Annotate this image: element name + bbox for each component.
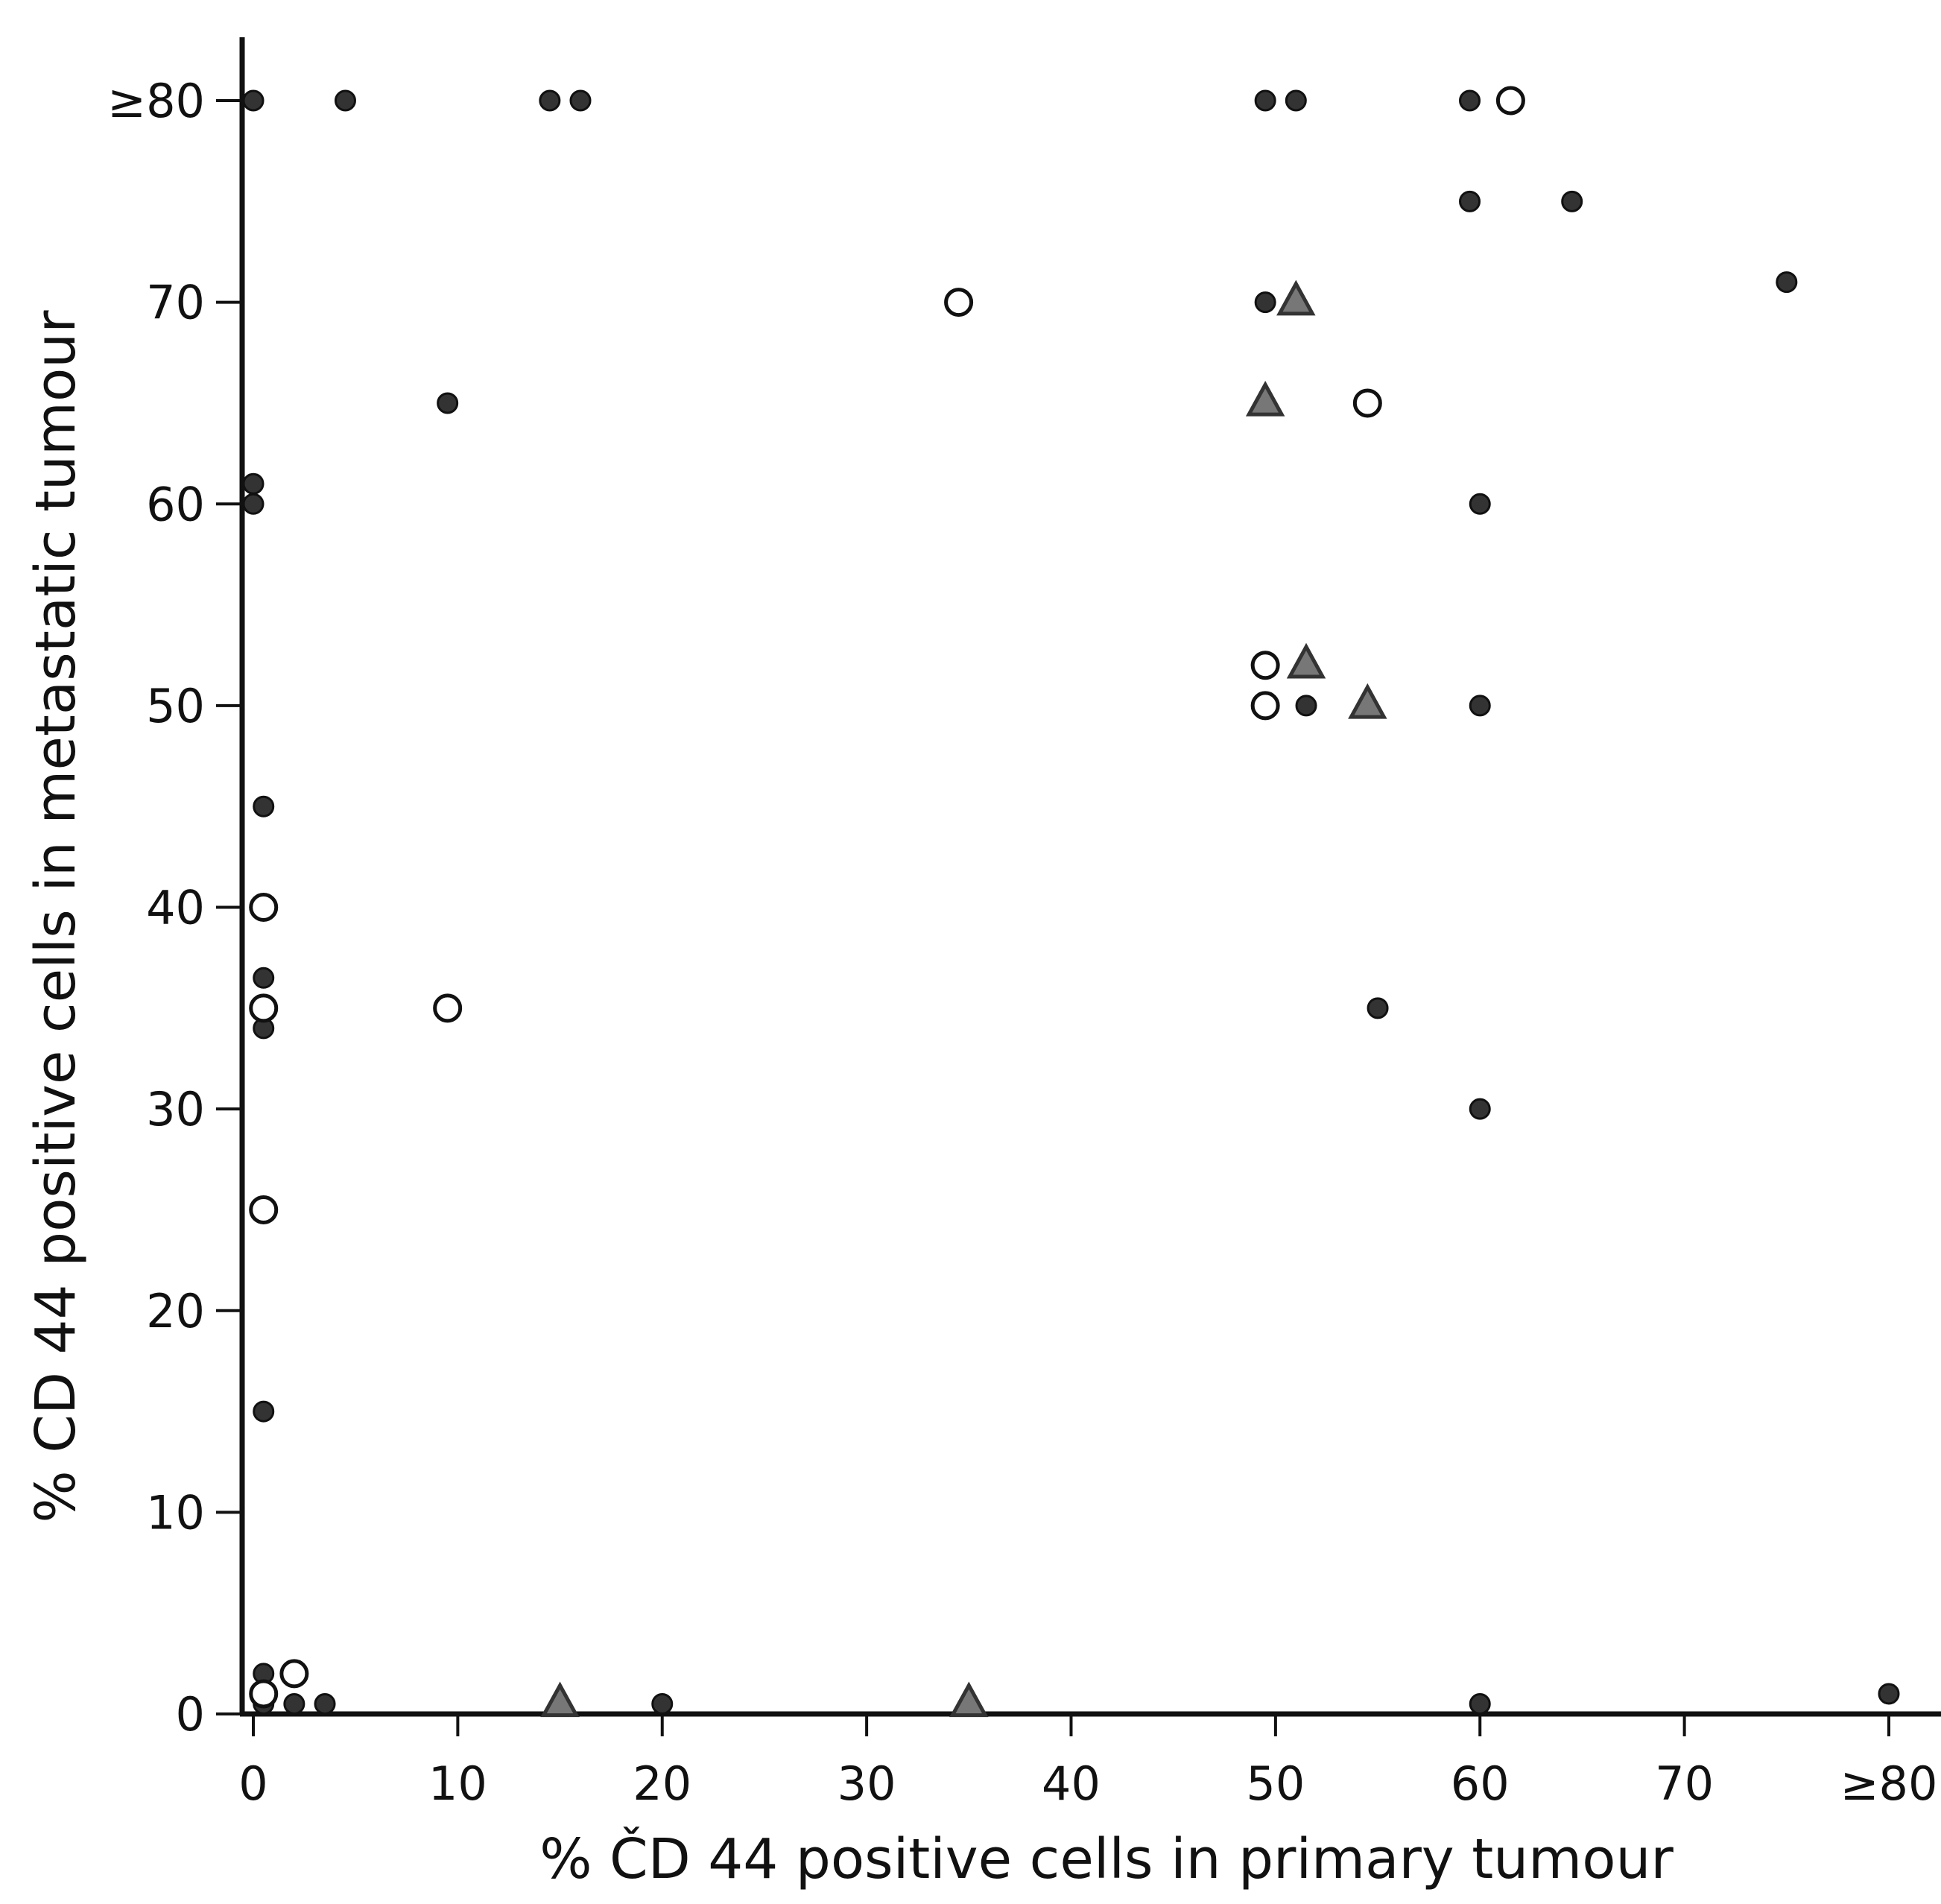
- x-tick-label: 70: [1655, 1756, 1714, 1811]
- point-filled-circle: [651, 1692, 674, 1715]
- point-open-circle: [249, 993, 279, 1023]
- y-tick-label: 70: [146, 276, 205, 330]
- point-triangle: [1348, 683, 1387, 719]
- point-filled-circle: [242, 493, 265, 515]
- point-open-circle: [1250, 691, 1280, 721]
- point-triangle: [949, 1681, 989, 1718]
- point-filled-circle: [1254, 89, 1276, 112]
- point-filled-circle: [1367, 997, 1389, 1019]
- point-open-circle: [1495, 86, 1525, 116]
- y-axis-title: % CD 44 positive cells in metastatic tum…: [24, 310, 88, 1523]
- point-filled-circle: [1469, 1098, 1491, 1120]
- point-triangle: [540, 1681, 580, 1718]
- point-filled-circle: [1459, 89, 1481, 112]
- y-tick-label: 50: [146, 679, 205, 733]
- x-tick-label: 20: [633, 1756, 691, 1811]
- point-filled-circle: [314, 1692, 336, 1715]
- x-tick-label: 40: [1042, 1756, 1101, 1811]
- point-open-circle: [944, 288, 974, 317]
- point-open-circle: [1352, 388, 1382, 418]
- x-tick-label: ≥80: [1840, 1756, 1938, 1811]
- point-filled-circle: [1878, 1683, 1900, 1705]
- y-tick-label: 30: [146, 1082, 205, 1136]
- x-tick-label: 10: [428, 1756, 487, 1811]
- y-tick-label: 40: [146, 881, 205, 935]
- y-axis-ticks: 0 10 20 30 40 50 60 70 ≥80: [107, 74, 242, 1742]
- data-points: [242, 86, 1900, 1718]
- point-open-circle: [249, 1679, 279, 1709]
- point-triangle: [1276, 279, 1316, 316]
- point-filled-circle: [334, 89, 356, 112]
- point-filled-circle: [1295, 695, 1317, 717]
- point-filled-circle: [1469, 493, 1491, 515]
- point-filled-circle: [1254, 291, 1276, 314]
- x-tick-label: 60: [1451, 1756, 1510, 1811]
- point-filled-circle: [1776, 271, 1798, 294]
- x-tick-label: 50: [1246, 1756, 1305, 1811]
- point-filled-circle: [539, 89, 561, 112]
- point-filled-circle: [253, 795, 275, 817]
- x-tick-label: 0: [238, 1756, 267, 1811]
- point-filled-circle: [242, 472, 265, 495]
- point-filled-circle: [437, 392, 459, 414]
- point-filled-circle: [1469, 1692, 1491, 1715]
- point-open-circle: [433, 993, 463, 1023]
- point-open-circle: [279, 1659, 309, 1689]
- point-filled-circle: [253, 967, 275, 989]
- y-tick-label: 60: [146, 477, 205, 531]
- x-axis-title: % ČD 44 positive cells in primary tumou…: [539, 1826, 1674, 1891]
- point-filled-circle: [569, 89, 592, 112]
- point-triangle: [1245, 380, 1285, 417]
- point-triangle: [1286, 642, 1326, 679]
- point-filled-circle: [1285, 89, 1307, 112]
- x-axis-ticks: 0 10 20 30 40 50 60 70 ≥80: [238, 1714, 1937, 1811]
- point-open-circle: [249, 1195, 279, 1224]
- y-tick-label: 10: [146, 1485, 205, 1540]
- point-filled-circle: [1469, 695, 1491, 717]
- point-open-circle: [249, 893, 279, 922]
- point-filled-circle: [283, 1692, 305, 1715]
- y-tick-label: ≥80: [107, 74, 205, 128]
- point-filled-circle: [242, 89, 265, 112]
- point-filled-circle: [253, 1400, 275, 1423]
- y-tick-label: 0: [176, 1687, 205, 1742]
- point-open-circle: [1250, 651, 1280, 680]
- point-filled-circle: [1561, 190, 1583, 212]
- x-tick-label: 30: [837, 1756, 896, 1811]
- point-filled-circle: [1459, 190, 1481, 212]
- y-tick-label: 20: [146, 1284, 205, 1338]
